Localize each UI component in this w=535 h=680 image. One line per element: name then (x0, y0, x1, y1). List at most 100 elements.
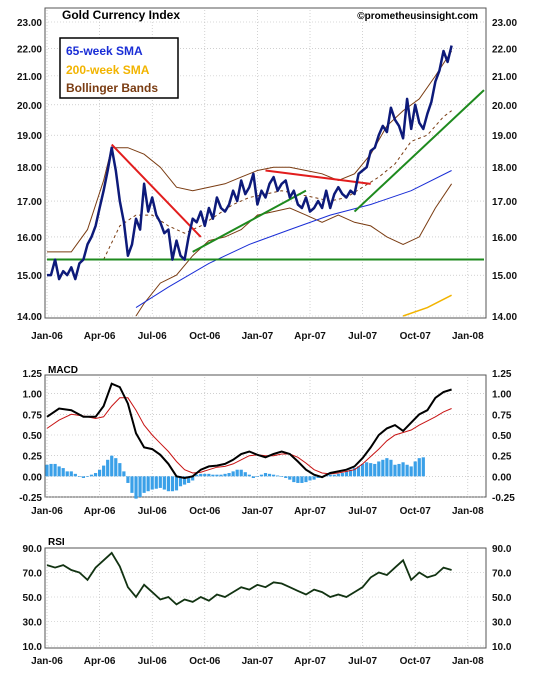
macd-histogram-bar (138, 476, 142, 497)
y-tick-label-right: 1.00 (492, 390, 512, 401)
y-tick-label-left: 15.00 (17, 271, 42, 282)
macd-histogram-bar (385, 458, 389, 477)
trendline-red (265, 169, 371, 185)
y-tick-label-right: 1.25 (492, 369, 512, 380)
macd-histogram-bar (106, 459, 110, 477)
sma-65-line (135, 170, 452, 309)
trendline-red (111, 143, 202, 238)
macd-histogram-bar (284, 476, 288, 478)
macd-title: MACD (48, 365, 78, 376)
macd-histogram-bar (69, 471, 73, 477)
x-tick-label: Jul-06 (138, 656, 167, 667)
macd-histogram-bar (340, 473, 344, 477)
macd-histogram-bar (243, 472, 247, 477)
macd-histogram-bar (393, 464, 397, 477)
macd-histogram-bar (304, 476, 308, 483)
macd-histogram-bar (98, 469, 102, 477)
macd-histogram-bar (134, 476, 138, 499)
sma-200-line (402, 294, 452, 317)
macd-histogram-bar (81, 476, 86, 478)
x-tick-label: Jan-06 (31, 331, 63, 342)
x-tick-label: Apr-06 (84, 331, 116, 342)
rsi-line (46, 551, 452, 606)
macd-histogram-bar (413, 461, 417, 477)
y-tick-label-right: -0.25 (492, 493, 515, 504)
macd-histogram-bar (348, 469, 353, 477)
x-tick-label: Jan-07 (242, 331, 274, 342)
macd-histogram-bar (377, 461, 381, 477)
macd-histogram-bar (401, 462, 405, 477)
macd-histogram-bar (409, 466, 413, 477)
x-tick-label: Jan-07 (242, 656, 274, 667)
y-tick-label-left: -0.25 (19, 493, 42, 504)
x-tick-label: Jan-06 (31, 506, 63, 517)
y-tick-label-right: 16.00 (492, 233, 517, 244)
macd-histogram-bar (61, 468, 65, 477)
macd-histogram-bar (122, 471, 126, 477)
macd-histogram-bar (259, 474, 264, 477)
macd-histogram-bar (239, 469, 243, 477)
macd-histogram-bar (421, 457, 425, 477)
x-tick-label: Jul-07 (348, 656, 377, 667)
x-tick-label: Jan-08 (452, 506, 484, 517)
legend-item-200-week-sma: 200-week SMA (66, 63, 150, 77)
macd-histogram-bar (405, 464, 409, 477)
y-tick-label-left: 30.0 (23, 618, 43, 629)
macd-histogram-bar (231, 471, 235, 477)
price-line (47, 45, 453, 281)
macd-histogram-bar (73, 473, 77, 477)
y-tick-label-right: 50.0 (492, 593, 512, 604)
x-tick-label: Oct-06 (189, 506, 221, 517)
macd-histogram-bar (57, 466, 61, 477)
y-tick-label-left: 10.0 (23, 642, 43, 653)
x-tick-label: Oct-07 (400, 656, 432, 667)
x-tick-label: Oct-07 (400, 331, 432, 342)
x-tick-label: Jan-06 (31, 656, 63, 667)
macd-histogram-bar (389, 459, 393, 477)
y-tick-label-left: 0.50 (23, 431, 43, 442)
macd-histogram-bar (178, 476, 183, 487)
y-tick-label-left: 18.00 (17, 163, 42, 174)
macd-histogram-bar (247, 474, 251, 477)
macd-histogram-bar (332, 474, 336, 477)
macd-histogram-bar (276, 475, 280, 477)
y-tick-label-right: 30.0 (492, 618, 512, 629)
x-tick-label: Jan-07 (242, 506, 274, 517)
legend: 65-week SMA 200-week SMA Bollinger Bands (59, 37, 179, 99)
x-tick-label: Jul-07 (348, 506, 377, 517)
legend-box (59, 37, 179, 99)
macd-histogram-bar (89, 474, 94, 477)
macd-histogram-bar (49, 463, 53, 477)
y-tick-label-right: 18.00 (492, 163, 517, 174)
macd-histogram-bar (130, 476, 134, 493)
macd-histogram-bar (191, 476, 195, 481)
trendline-green (353, 89, 485, 213)
bollinger-lower-line (135, 183, 453, 317)
macd-histogram-bar (344, 471, 349, 477)
macd-histogram-bar (263, 473, 268, 477)
x-tick-label: Jul-06 (138, 331, 167, 342)
x-tick-label: Jul-06 (138, 506, 167, 517)
y-tick-label-left: 19.00 (17, 131, 42, 142)
macd-histogram-bar (53, 463, 57, 477)
macd-histogram-bar (85, 476, 90, 477)
macd-histogram-bar (365, 462, 369, 477)
y-tick-label-right: 70.0 (492, 569, 512, 580)
y-tick-label-left: 23.00 (17, 18, 42, 29)
y-tick-label-left: 70.0 (23, 569, 43, 580)
macd-histogram-bar (397, 463, 401, 477)
macd-histogram-bar (255, 476, 260, 477)
macd-histogram-bar (235, 469, 239, 477)
y-tick-label-right: 21.00 (492, 72, 517, 83)
y-tick-label-right: 0.00 (492, 472, 512, 483)
macd-histogram-bar (166, 476, 170, 492)
y-tick-label-right: 10.0 (492, 642, 512, 653)
macd-histogram-bar (45, 464, 49, 477)
macd-histogram-bar (207, 473, 211, 477)
macd-histogram-bar (158, 476, 162, 488)
rsi-title: RSI (48, 537, 65, 548)
macd-histogram-bar (328, 474, 332, 477)
y-tick-label-right: 0.75 (492, 410, 512, 421)
macd-histogram-bar (182, 476, 187, 485)
